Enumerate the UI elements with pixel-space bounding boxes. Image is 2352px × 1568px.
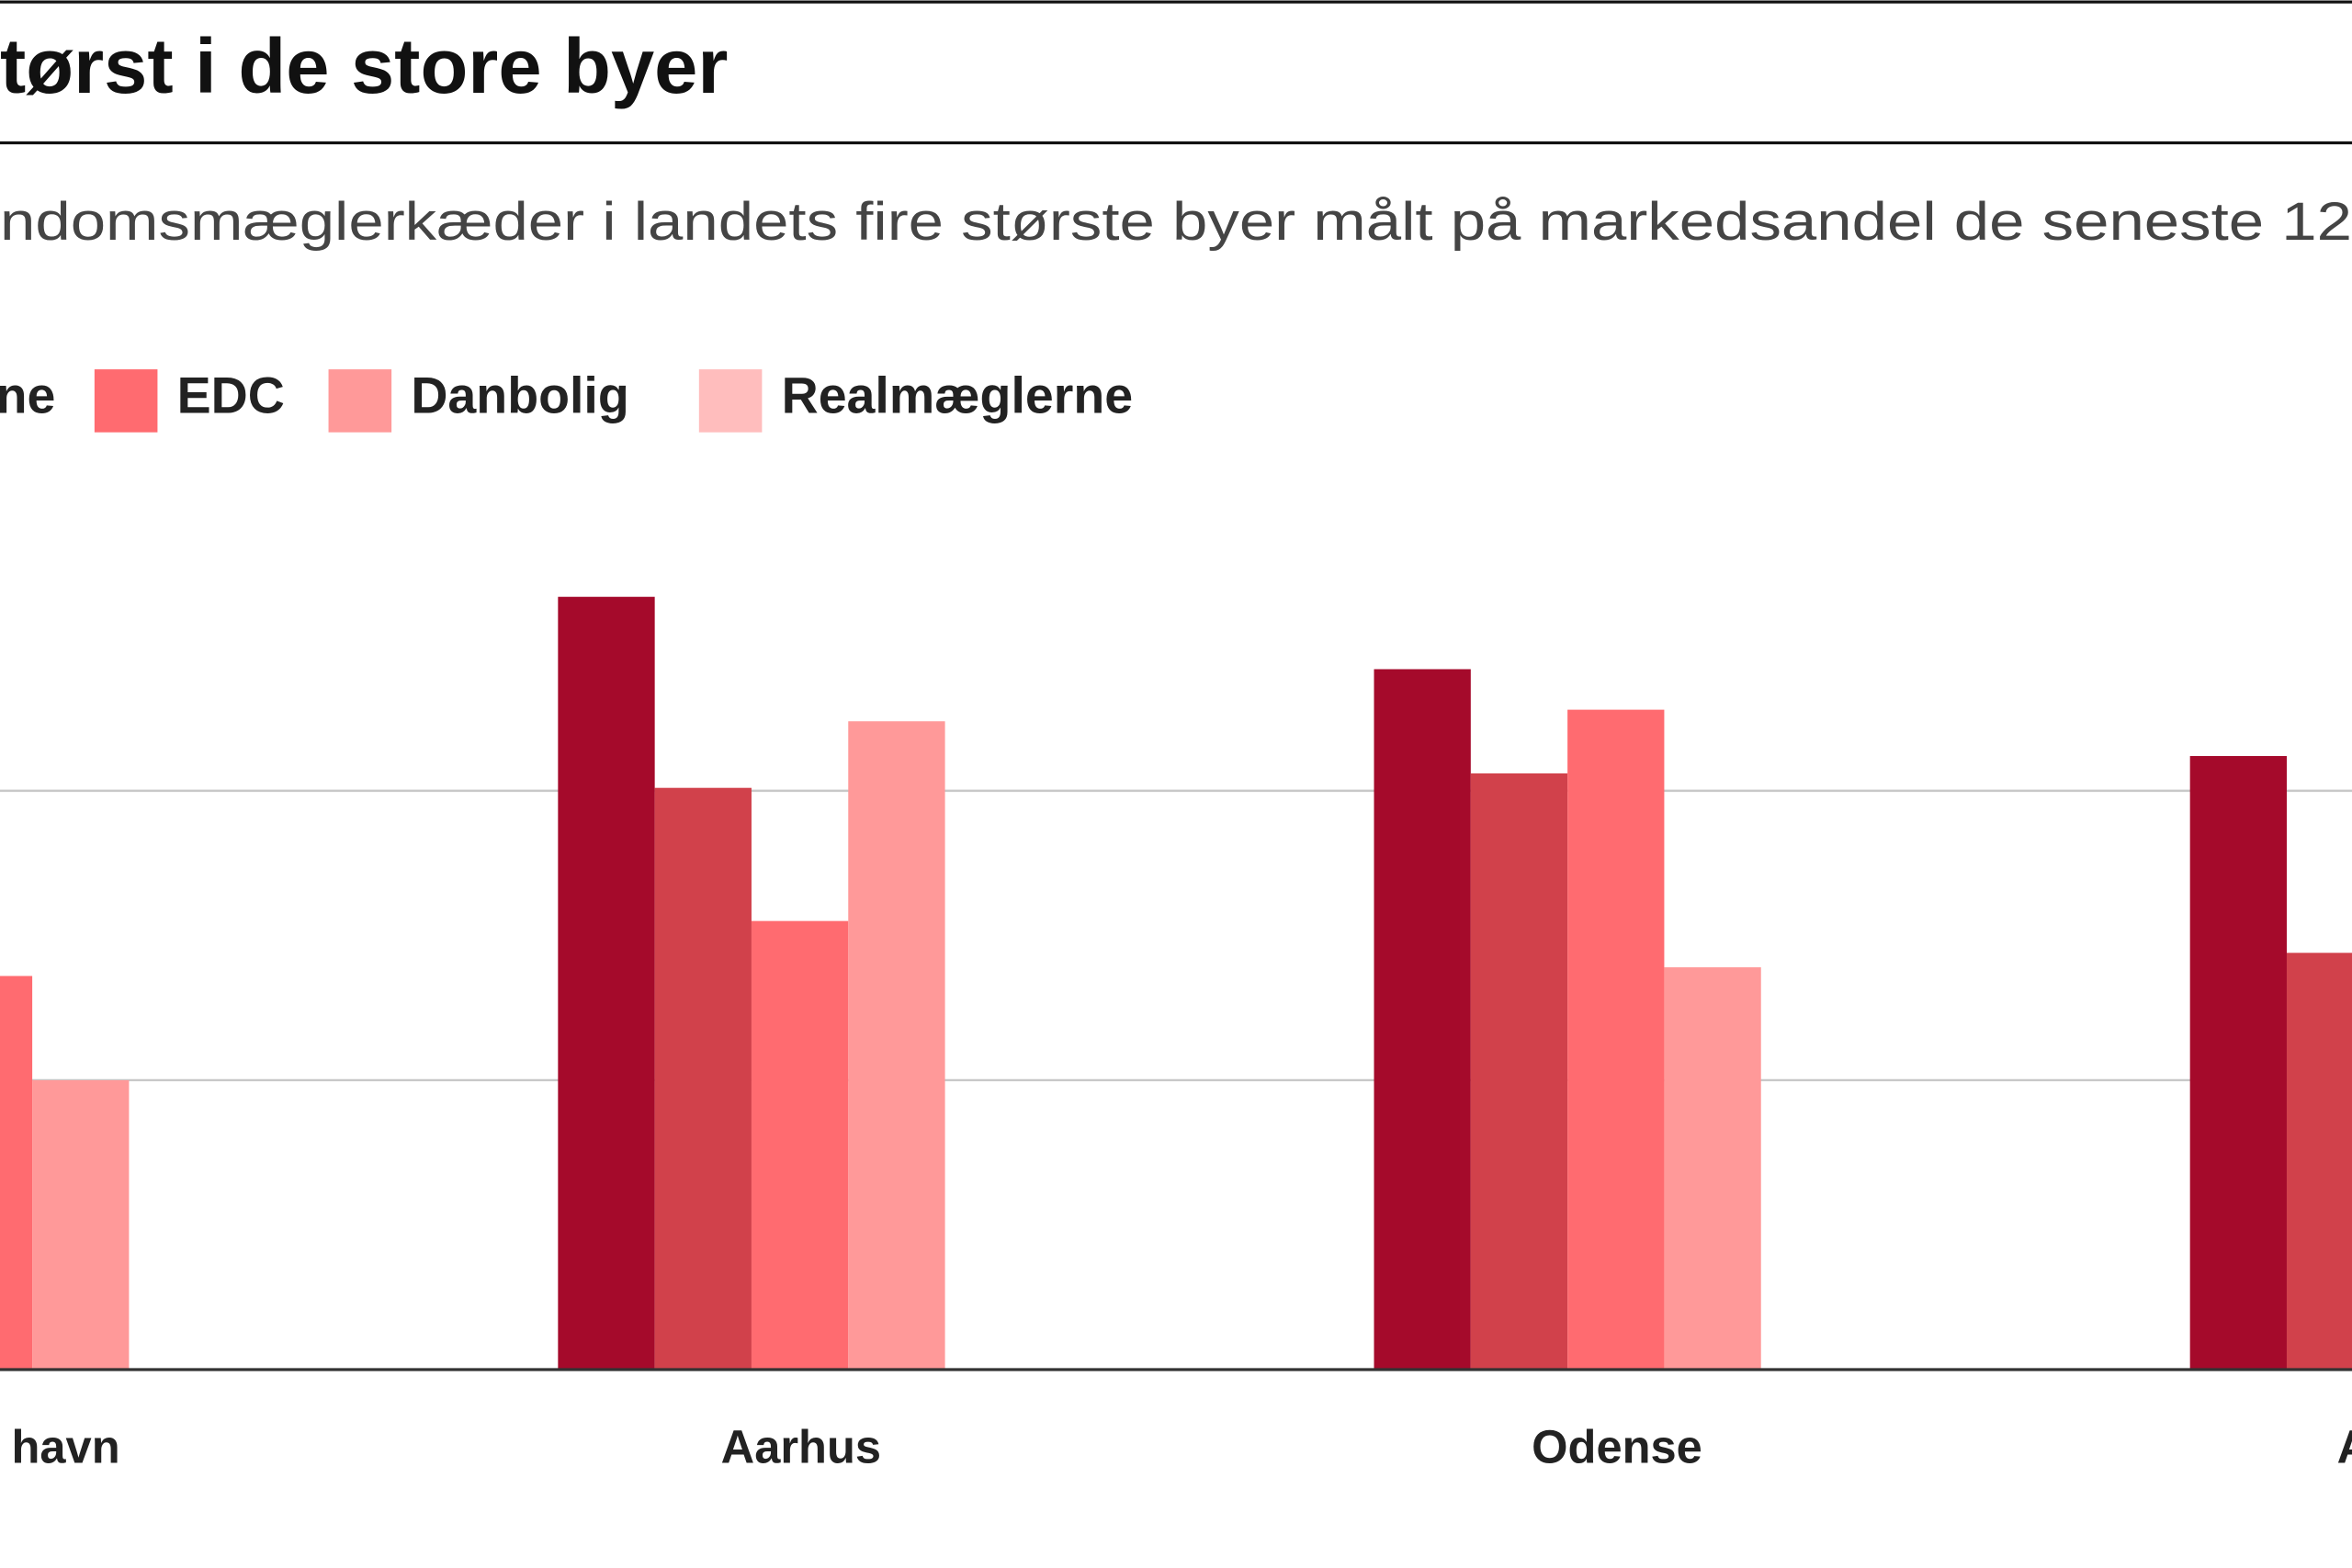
bar [2189, 756, 2287, 1371]
bar [1567, 709, 1665, 1371]
bar [2286, 953, 2352, 1371]
legend-swatch [94, 369, 158, 433]
bar [558, 596, 655, 1371]
legend-swatch [698, 369, 763, 433]
bar [654, 787, 752, 1371]
legend-label: ne [0, 367, 55, 423]
legend-label: Realmæglerne [782, 367, 1133, 423]
chart-title: tørst i de store byer [0, 22, 728, 109]
bar [0, 976, 33, 1371]
bar [1664, 967, 1761, 1371]
legend-label: EDC [177, 367, 285, 423]
bar [1374, 669, 1471, 1371]
bar [1470, 773, 1568, 1371]
bar [848, 721, 945, 1371]
bar [32, 1079, 130, 1371]
bar [751, 920, 849, 1371]
x-tick-label: A [2337, 1421, 2352, 1473]
x-tick-label: Odense [1532, 1421, 1702, 1473]
legend-label: Danbolig [411, 367, 628, 423]
legend-swatch [328, 369, 392, 433]
x-tick-label: havn [11, 1421, 119, 1473]
chart-subtitle: ndomsmæglerkæder i landets fire største … [0, 192, 2352, 252]
x-tick-label: Aarhus [721, 1421, 881, 1473]
